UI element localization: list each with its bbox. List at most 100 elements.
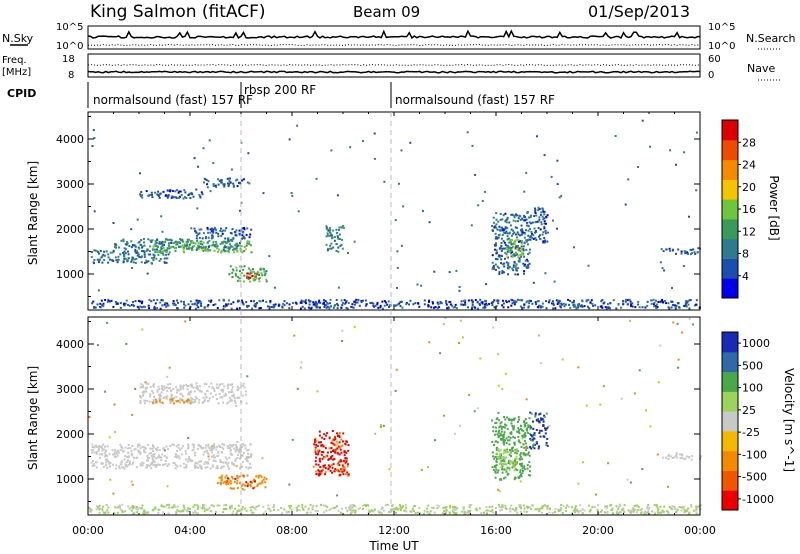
heatmap-cell [318,301,320,304]
heatmap-cell [616,510,618,513]
heatmap-cell [212,240,215,243]
heatmap-cell [386,303,389,306]
heatmap-cell [536,135,538,138]
heatmap-cell [98,504,101,507]
heatmap-cell [265,280,268,283]
heatmap-cell [462,508,465,511]
heatmap-cell [174,241,177,244]
heatmap-cell [230,245,232,248]
heatmap-cell [178,241,181,243]
heatmap-cell [485,283,488,286]
heatmap-cell [529,445,532,448]
heatmap-cell [95,452,98,455]
heatmap-cell [617,506,620,509]
heatmap-cell [254,305,257,308]
heatmap-cell [102,302,105,305]
heatmap-cell [511,243,514,246]
heatmap-cell [501,504,504,507]
heatmap-cell [236,396,239,399]
heatmap-cell [577,482,580,485]
heatmap-cell [535,419,538,422]
heatmap-cell [186,399,189,402]
heatmap-cell [459,319,462,322]
heatmap-cell [194,451,196,454]
heatmap-cell [591,506,594,509]
heatmap-cell [145,261,148,264]
heatmap-cell [200,246,203,249]
heatmap-cell [127,456,130,459]
heatmap-cell [188,243,191,246]
heatmap-cell [151,193,153,196]
heatmap-cell [538,208,541,210]
heatmap-cell [177,455,180,458]
heatmap-cell [524,432,527,435]
heatmap-cell [339,448,342,451]
heatmap-cell [231,271,234,274]
heatmap-cell [507,439,510,442]
heatmap-cell [492,468,495,471]
heatmap-cell [105,250,108,253]
heatmap-cell [495,218,498,221]
heatmap-cell [157,393,160,396]
heatmap-cell [315,177,318,180]
heatmap-cell [600,300,603,303]
heatmap-cell [187,510,190,513]
heatmap-cell [203,306,206,309]
heatmap-cell [520,245,523,248]
heatmap-cell [524,446,527,449]
heatmap-cell [347,449,350,452]
heatmap-cell [315,305,318,308]
heatmap-cell [227,465,230,468]
heatmap-cell [453,506,456,509]
heatmap-cell [688,317,691,320]
heatmap-cell [90,251,93,254]
heatmap-cell [246,227,249,230]
heatmap-cell [175,400,178,403]
heatmap-cell [98,507,101,510]
heatmap-cell [212,505,215,508]
heatmap-cell [543,227,546,230]
heatmap-cell [93,259,96,261]
nsky-label: N.Sky [2,32,34,45]
heatmap-cell [581,512,584,515]
heatmap-cell [520,507,522,510]
heatmap-cell [329,456,332,459]
heatmap-cell [243,265,246,268]
heatmap-cell [158,242,161,245]
heatmap-cell [345,460,348,463]
heatmap-cell [252,270,255,273]
heatmap-cell [243,237,246,240]
heatmap-cell [246,277,248,280]
heatmap-cell [518,418,520,421]
heatmap-cell [513,261,516,263]
heatmap-cell [338,453,341,456]
heatmap-cell [179,388,182,391]
heatmap-cell [520,255,523,258]
heatmap-cell [115,246,117,249]
heatmap-cell [214,460,217,463]
heatmap-cell [192,401,195,404]
heatmap-cell [209,228,212,231]
heatmap-cell [404,509,407,511]
heatmap-cell [499,452,502,455]
heatmap-cell [123,253,125,256]
heatmap-cell [589,301,592,304]
heatmap-cell [496,471,499,474]
heatmap-cell [156,400,159,403]
heatmap-cell [372,302,375,305]
heatmap-cell [519,299,521,302]
heatmap-cell [202,504,204,507]
heatmap-cell [241,300,244,303]
heatmap-cell [308,303,311,306]
heatmap-cell [233,480,236,483]
heatmap-cell [675,252,677,255]
heatmap-cell [220,227,222,230]
heatmap-cell [430,306,433,309]
colorbar-tick-label: -1000 [742,493,774,506]
heatmap-cell [384,504,387,507]
heatmap-cell [682,265,685,267]
heatmap-cell [101,509,104,512]
heatmap-cell [339,469,342,472]
heatmap-cell [228,396,231,399]
heatmap-cell [517,420,519,423]
